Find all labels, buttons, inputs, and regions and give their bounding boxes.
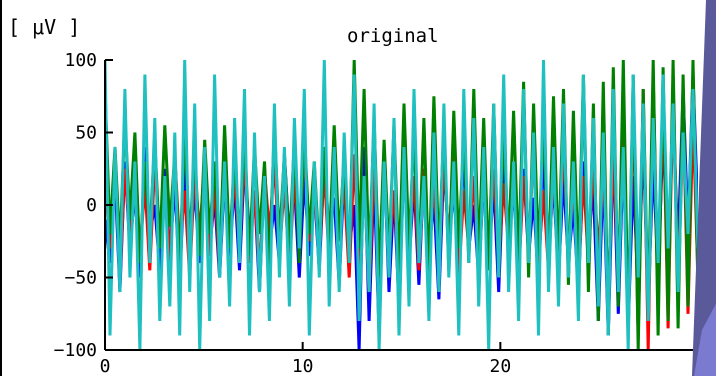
window-edge-shadow xyxy=(692,0,716,376)
chart-title: original xyxy=(347,25,439,47)
x-tick-label: 10 xyxy=(292,356,314,376)
y-tick-label: 50 xyxy=(75,123,97,144)
y-tick-label: −100 xyxy=(54,340,97,361)
series-line-3 xyxy=(105,60,698,350)
y-tick-label: −50 xyxy=(64,268,97,289)
y-tick-label: 0 xyxy=(86,195,97,216)
window-edge-highlight xyxy=(694,303,716,376)
plot-axes-group xyxy=(104,59,698,351)
y-tick-label: 100 xyxy=(64,50,97,71)
x-tick-label: 20 xyxy=(489,356,511,376)
y-axis-unit-label: [ μV ] xyxy=(8,15,80,39)
plot-series-group xyxy=(105,60,698,350)
x-tick-label: 0 xyxy=(100,356,111,376)
